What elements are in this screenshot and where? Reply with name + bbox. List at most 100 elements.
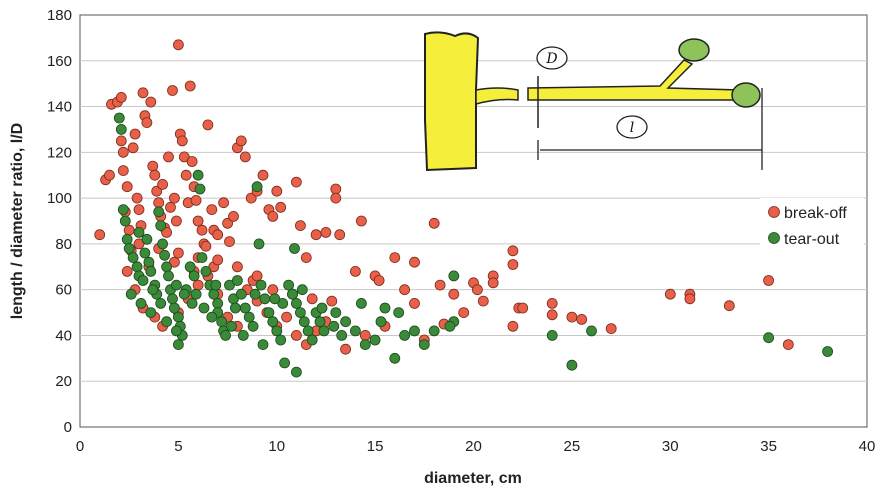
point-tear-out [196,252,208,264]
point-break-off [349,265,361,277]
point-break-off [168,192,180,204]
point-break-off [239,151,251,163]
point-tear-out [184,261,196,273]
point-tear-out [143,256,155,268]
point-tear-out [359,339,371,351]
x-tick-label: 35 [760,438,777,455]
y-tick-label: 40 [55,327,72,344]
point-break-off [149,169,161,181]
point-break-off [180,169,192,181]
point-break-off [115,135,127,147]
x-tick-label: 20 [465,438,482,455]
point-tear-out [159,249,171,261]
point-tear-out [259,293,271,305]
point-tear-out [418,339,430,351]
x-axis-title: diameter, cm [424,470,522,487]
point-tear-out [127,252,139,264]
branch-stub [475,87,519,105]
point-break-off [477,295,489,307]
point-break-off [294,220,306,232]
point-tear-out [243,311,255,323]
point-tear-out [172,339,184,351]
point-tear-out [220,329,232,341]
point-tear-out [190,288,202,300]
legend-label-break-off: break-off [784,205,847,222]
point-break-off [428,217,440,229]
point-break-off [228,210,239,222]
point-break-off [389,252,401,264]
point-tear-out [306,334,318,346]
point-break-off [245,192,257,204]
point-tear-out [267,316,279,328]
point-break-off [576,313,588,325]
point-break-off [190,194,202,206]
l-label: l [630,120,634,136]
point-break-off [186,156,198,167]
point-break-off [222,217,234,229]
point-break-off [723,300,735,312]
point-tear-out [208,288,220,300]
point-tear-out [188,270,200,282]
point-tear-out [161,261,173,273]
point-break-off [165,201,176,213]
x-tick-label: 10 [268,438,285,455]
point-break-off [157,178,169,190]
point-tear-out [340,316,352,328]
point-tear-out [145,265,157,277]
branch-diagram: D l [424,31,763,172]
point-tear-out [125,288,137,300]
point-tear-out [287,288,298,300]
point-tear-out [328,320,340,332]
point-break-off [471,284,483,296]
point-break-off [231,261,243,273]
point-tear-out [302,325,314,337]
point-tear-out [194,183,206,195]
point-break-off [251,270,263,282]
point-break-off [267,284,279,296]
point-break-off [267,210,279,222]
point-break-off [434,279,446,291]
point-break-off [121,265,133,277]
point-tear-out [318,325,330,337]
point-break-off [310,229,322,241]
point-tear-out [275,334,287,346]
legend-marker-break-off [768,206,780,218]
point-tear-out [235,288,247,300]
point-break-off [409,256,420,268]
point-tear-out [379,302,391,314]
point-break-off [151,185,163,197]
point-break-off [192,279,204,291]
d-label: D [545,51,557,67]
point-tear-out [115,123,127,135]
x-tick-label: 0 [76,438,84,455]
point-break-off [153,197,165,209]
point-tear-out [249,288,261,300]
point-tear-out [155,297,167,309]
point-break-off [127,142,139,154]
y-tick-label: 120 [47,144,72,161]
point-break-off [458,307,470,319]
leaf-cluster-tip [731,82,761,108]
point-tear-out [586,325,597,337]
point-tear-out [375,316,387,328]
point-tear-out [123,243,135,254]
point-tear-out [170,279,182,291]
point-break-off [121,181,133,193]
point-tear-out [271,325,283,337]
x-tick-label: 25 [564,438,581,455]
point-break-off [409,297,420,309]
point-tear-out [369,334,381,346]
point-break-off [172,39,184,51]
point-tear-out [135,297,147,309]
point-break-off [235,135,247,147]
point-break-off [257,169,269,181]
y-axis-title: length / diameter ratio, l/D [9,123,26,319]
y-tick-label: 0 [64,419,72,436]
point-break-off [566,311,578,323]
y-tick-label: 180 [47,7,72,24]
point-break-off [117,146,129,158]
point-break-off [123,224,135,236]
point-break-off [147,160,159,172]
point-tear-out [131,261,143,273]
legend: break-off tear-out [760,198,864,253]
